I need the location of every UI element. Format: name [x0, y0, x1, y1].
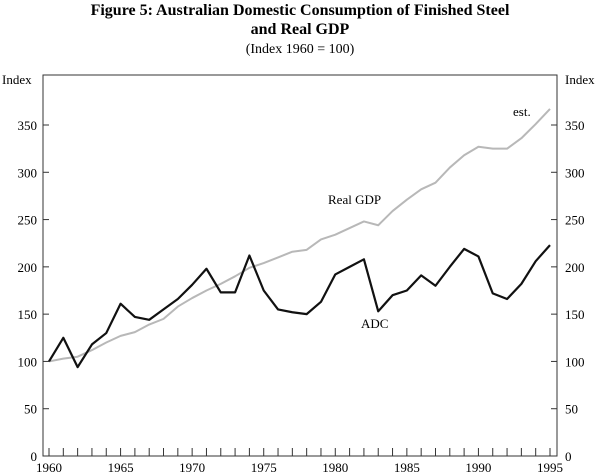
x-tick-label: 1985 — [394, 460, 420, 475]
series-line-real-gdp — [48, 108, 551, 363]
x-tick-label: 1960 — [36, 460, 62, 475]
plot-frame — [42, 74, 558, 457]
y-axis-label-right: Index — [565, 72, 595, 87]
y-tick-label-right: 200 — [565, 260, 585, 275]
y-tick-label-left: 350 — [18, 118, 38, 133]
y-tick-label-left: 250 — [18, 213, 38, 228]
annotation-est: est. — [513, 104, 531, 119]
y-axis-label-left: Index — [2, 72, 32, 87]
y-tick-label-right: 300 — [565, 165, 585, 180]
x-tick-label: 1995 — [537, 460, 563, 475]
y-tick-label-left: 0 — [31, 449, 38, 464]
y-tick-label-right: 350 — [565, 118, 585, 133]
x-tick-label: 1980 — [322, 460, 348, 475]
y-tick-label-right: 250 — [565, 213, 585, 228]
x-tick-label: 1965 — [108, 460, 134, 475]
y-tick-label-right: 50 — [565, 402, 578, 417]
chart-title: Figure 5: Australian Domestic Consumptio… — [90, 2, 510, 19]
series-line-adc — [48, 244, 551, 369]
y-tick-label-left: 150 — [18, 307, 38, 322]
label-real-gdp: Real GDP — [328, 192, 381, 207]
label-adc: ADC — [361, 316, 388, 331]
y-tick-label-left: 200 — [18, 260, 38, 275]
x-tick-label: 1970 — [179, 460, 205, 475]
y-tick-label-left: 50 — [24, 402, 37, 417]
y-tick-label-left: 100 — [18, 354, 38, 369]
x-tick-label: 1975 — [251, 460, 277, 475]
x-tick-label: 1990 — [465, 460, 491, 475]
y-tick-label-right: 0 — [565, 449, 572, 464]
chart-title-line2: and Real GDP — [250, 21, 350, 38]
y-tick-label-right: 150 — [565, 307, 585, 322]
chart-subtitle: (Index 1960 = 100) — [245, 42, 355, 57]
y-tick-label-right: 100 — [565, 354, 585, 369]
y-tick-label-left: 300 — [18, 165, 38, 180]
